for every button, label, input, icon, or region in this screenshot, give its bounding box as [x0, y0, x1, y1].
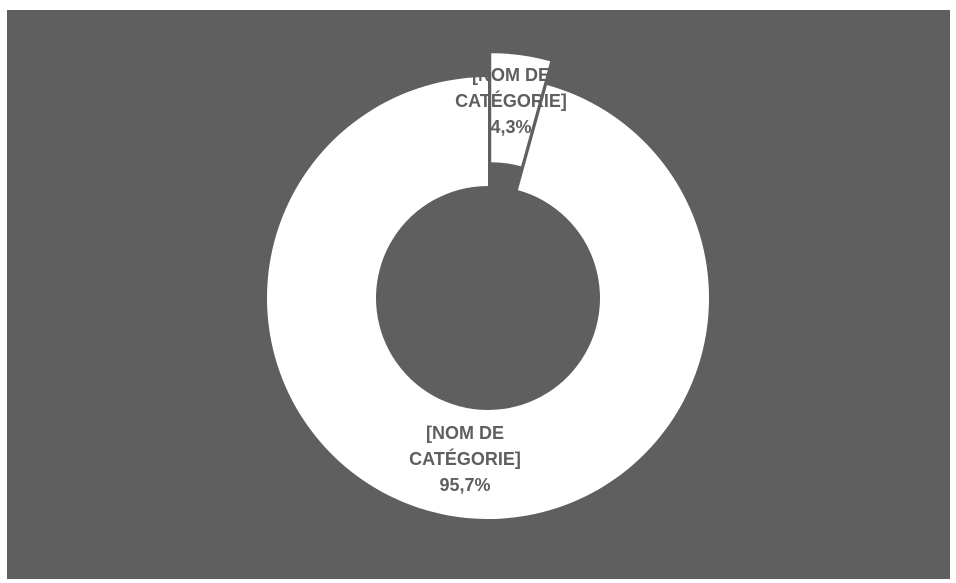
slice-label-line: 4,3%: [490, 117, 531, 137]
doughnut-slice: [491, 53, 551, 167]
doughnut-slice: [267, 77, 710, 519]
slice-label-line: [NOM DE: [426, 423, 504, 443]
slice-label-line: CATÉGORIE]: [409, 448, 521, 469]
labels-group: [NOM DE CATÉGORIE] 95,7% [NOM DE CATÉGORIE] 4…: [409, 65, 567, 495]
slice-data-label: [NOM DE CATÉGORIE] 4,3%: [455, 65, 567, 137]
slice-data-label: [NOM DE CATÉGORIE] 95,7%: [409, 423, 521, 495]
slice-label-line: [NOM DE: [472, 65, 550, 85]
slice-label-line: CATÉGORIE]: [455, 90, 567, 111]
doughnut-chart: [NOM DE CATÉGORIE] 95,7% [NOM DE CATÉGORIE] 4…: [7, 10, 950, 579]
chart-area: [NOM DE CATÉGORIE] 95,7% [NOM DE CATÉGORIE] 4…: [7, 10, 950, 579]
slices-group: [267, 53, 710, 519]
slice-label-line: 95,7%: [439, 475, 490, 495]
